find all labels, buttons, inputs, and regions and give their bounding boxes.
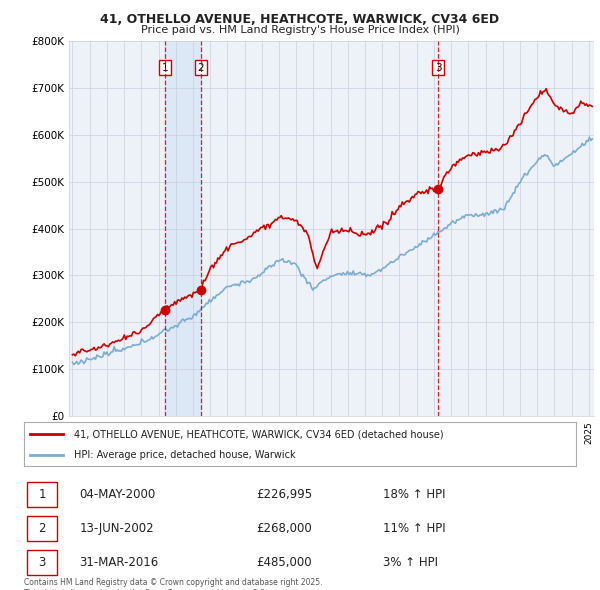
Text: 2: 2 [38, 522, 46, 535]
Text: 3% ↑ HPI: 3% ↑ HPI [383, 556, 438, 569]
Text: 41, OTHELLO AVENUE, HEATHCOTE, WARWICK, CV34 6ED (detached house): 41, OTHELLO AVENUE, HEATHCOTE, WARWICK, … [74, 430, 443, 439]
Text: £268,000: £268,000 [256, 522, 311, 535]
Text: 18% ↑ HPI: 18% ↑ HPI [383, 488, 445, 501]
Text: £226,995: £226,995 [256, 488, 312, 501]
FancyBboxPatch shape [27, 483, 57, 507]
Text: 13-JUN-2002: 13-JUN-2002 [79, 522, 154, 535]
Text: 2: 2 [197, 63, 204, 73]
Text: 1: 1 [161, 63, 168, 73]
Text: 3: 3 [38, 556, 46, 569]
Text: 31-MAR-2016: 31-MAR-2016 [79, 556, 158, 569]
Text: HPI: Average price, detached house, Warwick: HPI: Average price, detached house, Warw… [74, 450, 295, 460]
Text: £485,000: £485,000 [256, 556, 311, 569]
Text: 1: 1 [38, 488, 46, 501]
Text: 41, OTHELLO AVENUE, HEATHCOTE, WARWICK, CV34 6ED: 41, OTHELLO AVENUE, HEATHCOTE, WARWICK, … [100, 13, 500, 26]
Text: 04-MAY-2000: 04-MAY-2000 [79, 488, 155, 501]
FancyBboxPatch shape [27, 550, 57, 575]
FancyBboxPatch shape [27, 516, 57, 541]
Bar [165, 41, 200, 416]
Text: 3: 3 [435, 63, 442, 73]
Text: 11% ↑ HPI: 11% ↑ HPI [383, 522, 445, 535]
Text: Contains HM Land Registry data © Crown copyright and database right 2025.
This d: Contains HM Land Registry data © Crown c… [24, 578, 323, 590]
Text: Price paid vs. HM Land Registry's House Price Index (HPI): Price paid vs. HM Land Registry's House … [140, 25, 460, 35]
